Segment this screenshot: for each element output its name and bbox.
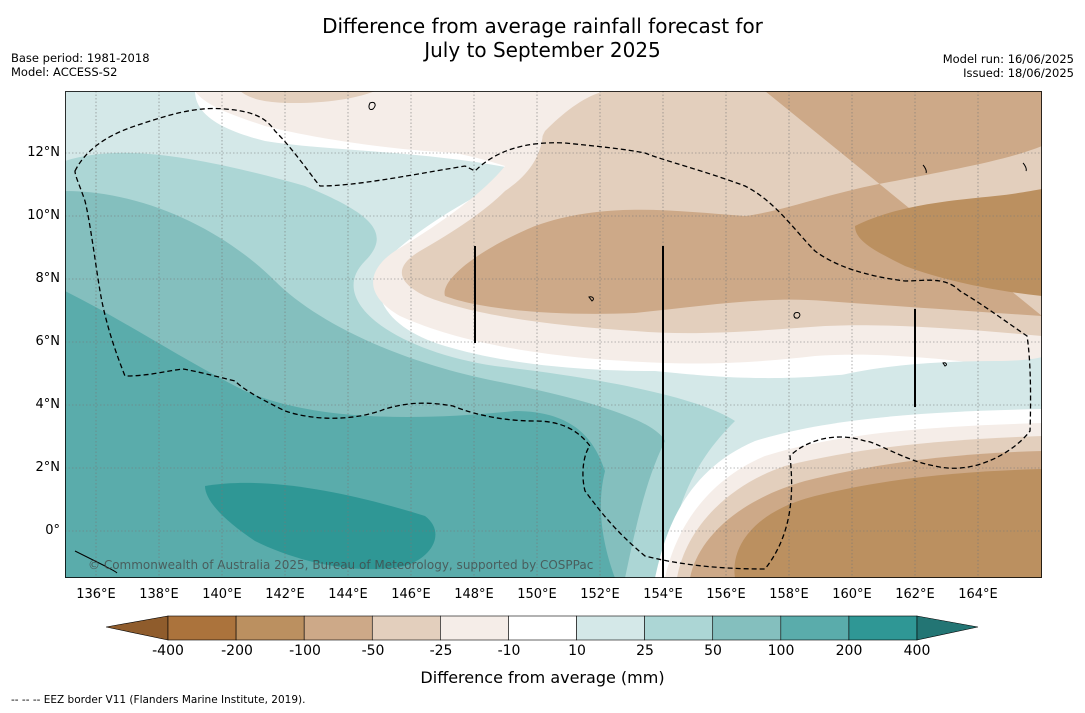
colorbar-label: -200: [221, 643, 253, 659]
eez-border: [74, 107, 1032, 570]
gridlines: [65, 91, 1042, 578]
issued-text: Issued: 18/06/2025: [963, 66, 1074, 80]
lon-tick-label: 140°E: [202, 587, 242, 602]
colorbar-label: 10: [568, 643, 586, 659]
colorbar-cell: [576, 615, 645, 641]
colorbar-cell: [644, 615, 714, 641]
colorbar-cell: [712, 615, 782, 641]
lon-tick-label: 138°E: [139, 587, 179, 602]
lat-tick-label: 4°N: [35, 397, 61, 412]
lon-tick-label: 148°E: [454, 587, 494, 602]
colorbar: [106, 615, 979, 641]
colorbar-label: -10: [497, 643, 521, 659]
base-period-text: Base period: 1981-2018: [11, 51, 150, 65]
colorbar-label: -100: [289, 643, 321, 659]
colorbar-cell: [371, 615, 441, 641]
lat-tick-label: 10°N: [27, 208, 60, 223]
chart-title-line2: July to September 2025: [424, 38, 661, 62]
colorbar-label: 25: [636, 643, 654, 659]
meta-left: Base period: 1981-2018 Model: ACCESS-S2: [11, 51, 150, 79]
lon-tick-label: 156°E: [706, 587, 746, 602]
lat-tick-label: 2°N: [35, 460, 61, 475]
model-run-text: Model run: 16/06/2025: [942, 52, 1074, 66]
lon-tick-label: 154°E: [643, 587, 683, 602]
lon-tick-label: 136°E: [76, 587, 116, 602]
brown-band-50-top: [240, 91, 375, 103]
colorbar-title: Difference from average (mm): [420, 668, 665, 687]
teal-band-100: [65, 291, 615, 578]
lon-tick-label: 152°E: [580, 587, 620, 602]
footnote: -- -- -- EEZ border V11 (Flanders Marine…: [11, 694, 306, 706]
meta-right: Model run: 16/06/2025 Issued: 18/06/2025: [943, 52, 1074, 80]
lat-tick-label: 6°N: [35, 334, 61, 349]
lon-tick-label: 142°E: [265, 587, 305, 602]
colorbar-cell: [303, 615, 373, 641]
colorbar-extend-high: [916, 615, 979, 641]
colorbar-extend-low: [106, 615, 169, 641]
colorbar-label: -50: [361, 643, 385, 659]
lon-tick-label: 162°E: [895, 587, 935, 602]
lon-tick-label: 144°E: [328, 587, 368, 602]
lat-tick-label: 0°: [45, 523, 60, 538]
lat-tick-label: 8°N: [35, 271, 61, 286]
colorbar-cell: [508, 615, 577, 641]
chart-title: Difference from average rainfall forecas…: [0, 14, 1085, 62]
colorbar-label: -25: [429, 643, 453, 659]
teal-band-10-east: [820, 357, 1042, 408]
islands: [74, 102, 1027, 574]
colorbar-label: -400: [152, 643, 184, 659]
colorbar-label: 200: [835, 643, 863, 659]
copyright-text: © Commonwealth of Australia 2025, Bureau…: [88, 558, 594, 572]
colorbar-cell: [848, 615, 918, 641]
model-text: Model: ACCESS-S2: [11, 65, 118, 79]
lat-tick-label: 12°N: [27, 145, 60, 160]
colorbar-label: 100: [767, 643, 795, 659]
colorbar-label: 400: [903, 643, 931, 659]
lon-tick-label: 150°E: [517, 587, 557, 602]
lon-tick-label: 146°E: [391, 587, 431, 602]
colorbar-label: 50: [704, 643, 722, 659]
chart-title-line1: Difference from average rainfall forecas…: [322, 14, 763, 38]
colorbar-cell: [235, 615, 305, 641]
brown-band-200-south: [734, 469, 1042, 578]
lon-tick-label: 160°E: [832, 587, 872, 602]
colorbar-cell: [440, 615, 509, 641]
brown-band-25-top: [195, 91, 605, 171]
rainfall-map: [65, 91, 1042, 578]
colorbar-cell: [780, 615, 850, 641]
lon-tick-label: 158°E: [769, 587, 809, 602]
lon-tick-label: 164°E: [958, 587, 998, 602]
colorbar-cell: [167, 615, 237, 641]
teal-band-200: [205, 482, 436, 570]
